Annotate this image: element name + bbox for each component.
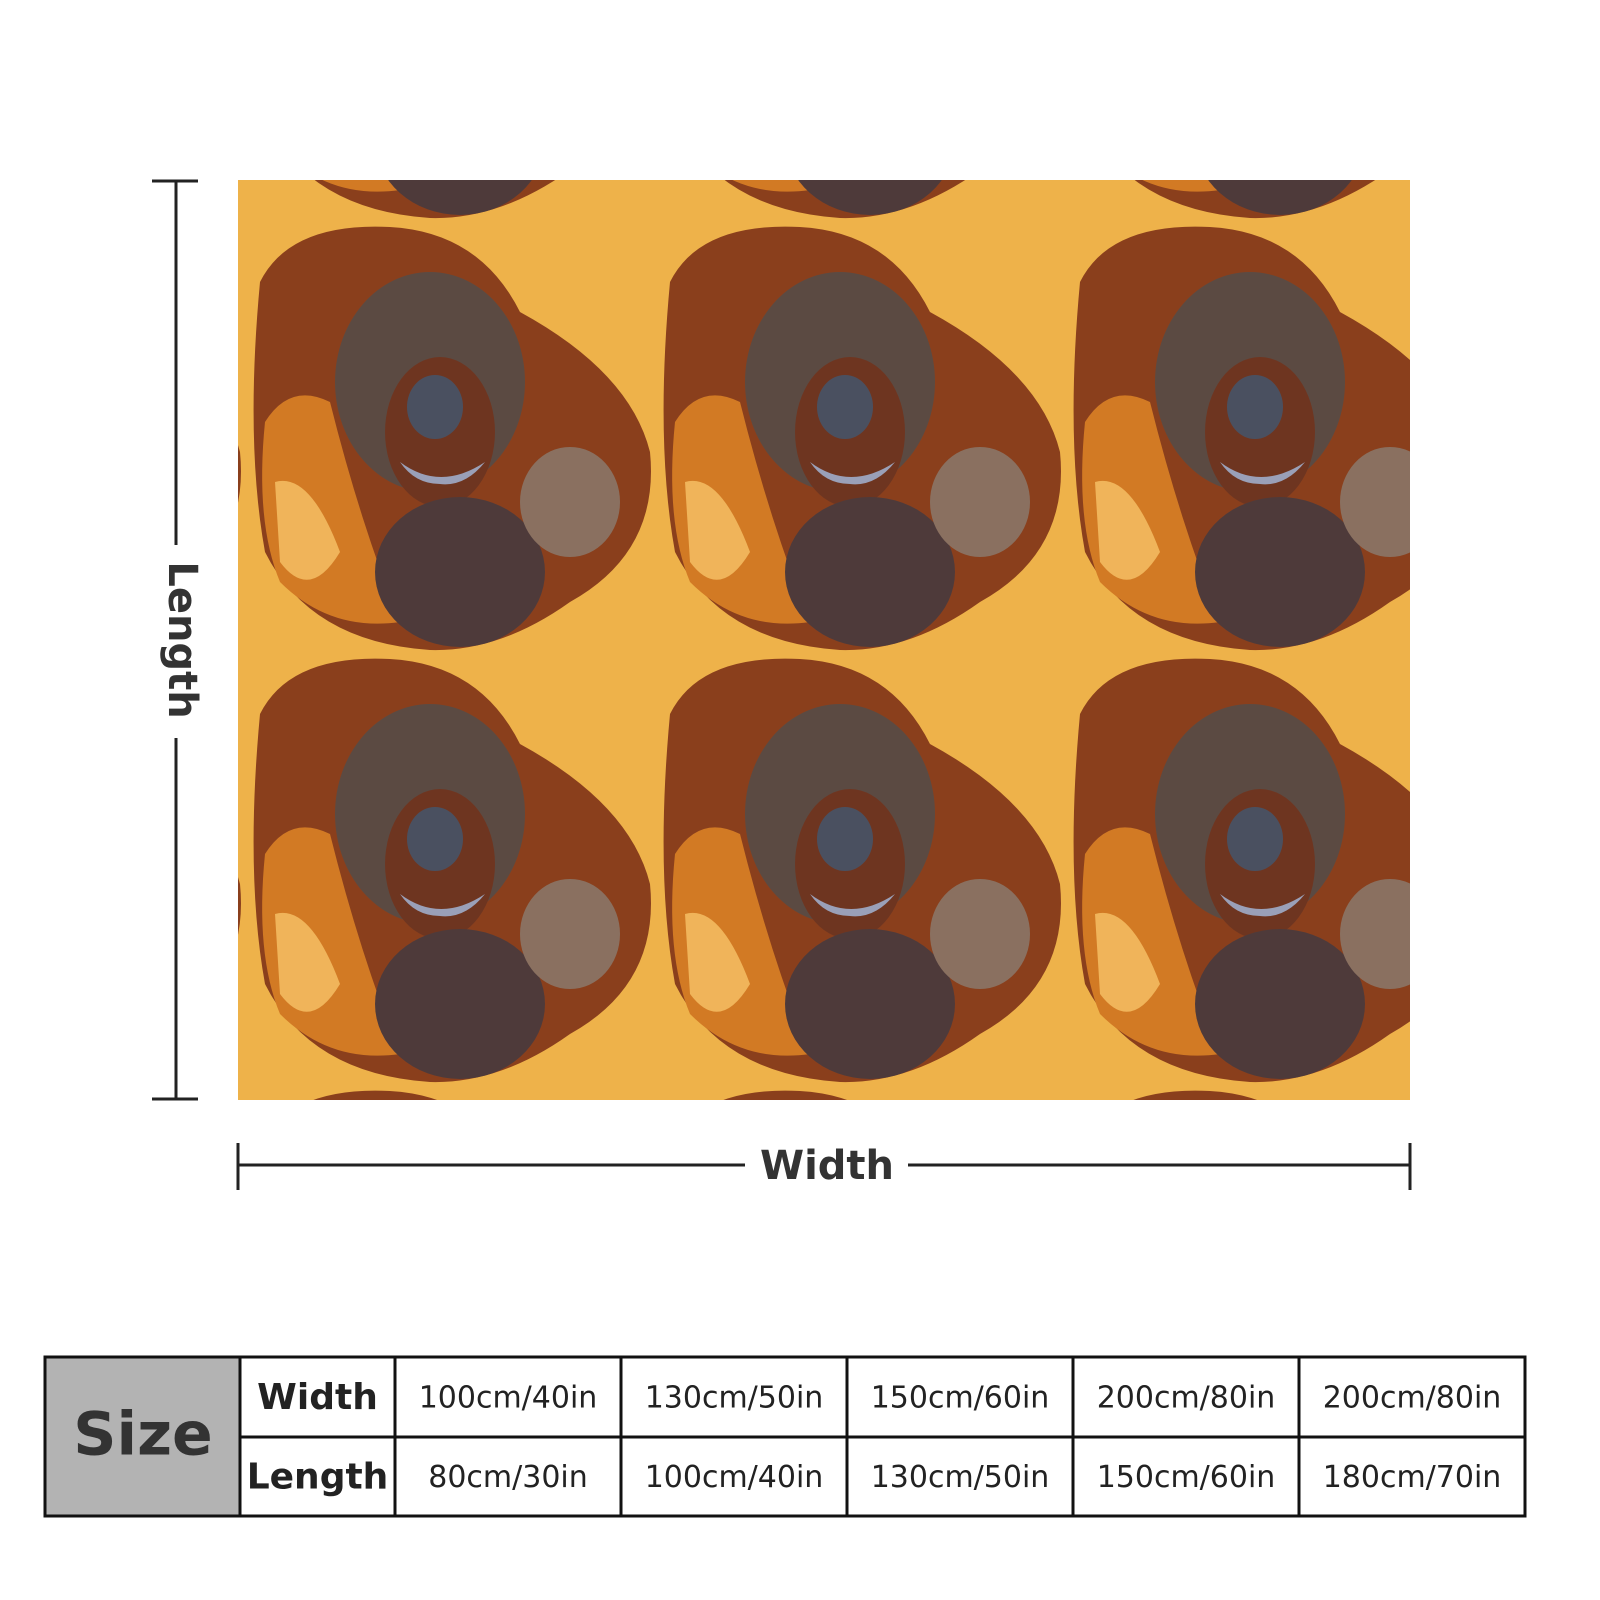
- size-header: Size: [73, 1400, 212, 1470]
- length-label: Length: [159, 561, 205, 718]
- row-label: Length: [247, 1457, 389, 1498]
- size-cell: 130cm/50in: [871, 1460, 1050, 1495]
- size-cell: 200cm/80in: [1097, 1381, 1276, 1416]
- size-cell: 150cm/60in: [1097, 1460, 1276, 1495]
- size-cell: 100cm/40in: [419, 1381, 598, 1416]
- size-cell: 200cm/80in: [1323, 1381, 1502, 1416]
- size-cell: 150cm/60in: [871, 1381, 1050, 1416]
- row-label: Width: [257, 1377, 378, 1418]
- size-cell: 100cm/40in: [645, 1460, 824, 1495]
- size-cell: 180cm/70in: [1323, 1460, 1502, 1495]
- size-table: Size Width 100cm/40in 130cm/50in 150cm/60in…: [43, 1355, 1527, 1518]
- dimension-lines: [152, 179, 1412, 1190]
- blanket: [238, 180, 1410, 1100]
- size-cell: 80cm/30in: [428, 1460, 588, 1495]
- width-label: Width: [760, 1143, 894, 1189]
- size-header-cell: [45, 1357, 240, 1516]
- size-cell: 130cm/50in: [645, 1381, 824, 1416]
